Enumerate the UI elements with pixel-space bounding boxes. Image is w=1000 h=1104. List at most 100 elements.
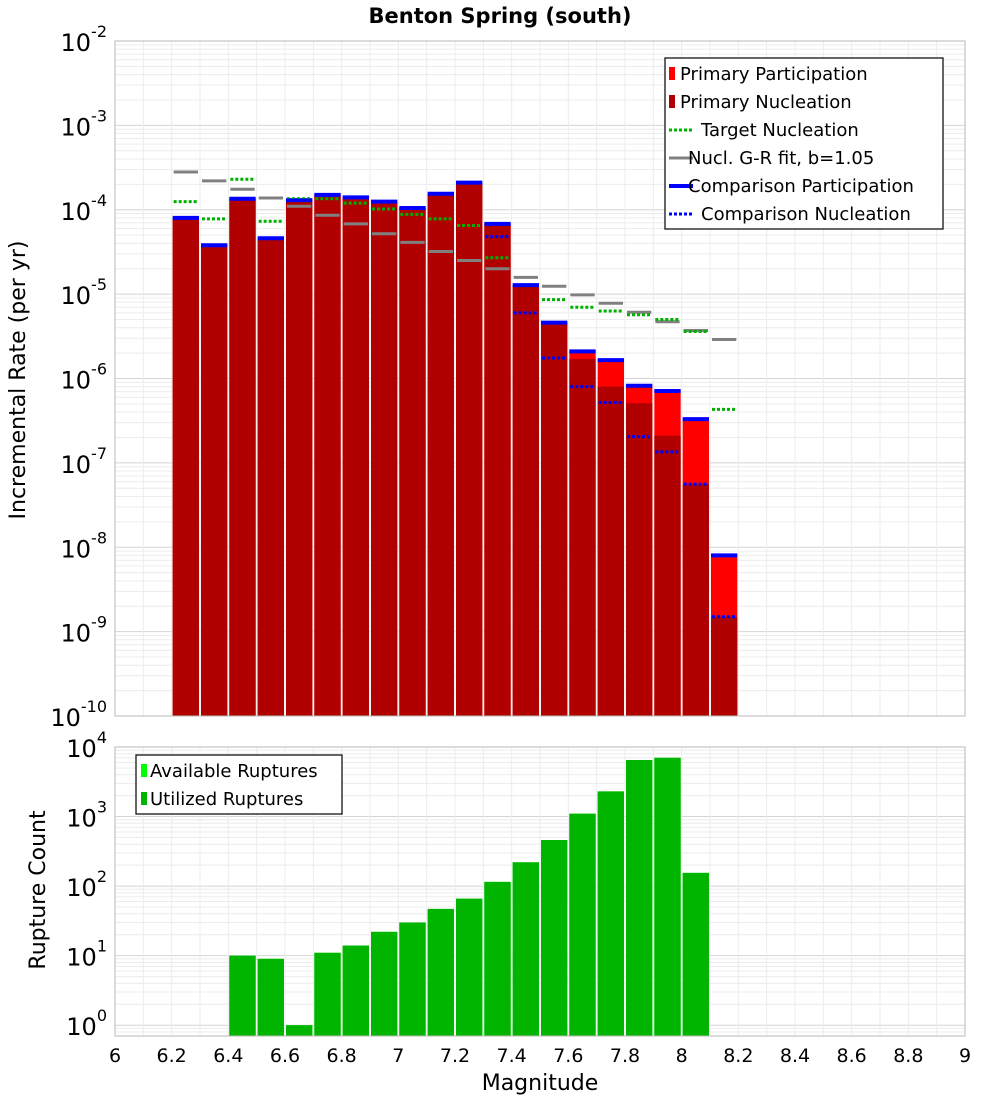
primary-nucleation-bar xyxy=(229,198,256,717)
top-y-tick-label: 10-10 xyxy=(50,697,107,732)
y-tick-base: 10 xyxy=(61,367,92,395)
utilized-ruptures-bar xyxy=(456,898,483,1036)
x-tick-label: 6.4 xyxy=(213,1045,243,1067)
utilized-ruptures-bar xyxy=(654,757,681,1036)
y-tick-exponent: -3 xyxy=(91,106,107,125)
y-tick-base: 10 xyxy=(66,805,97,833)
y-tick-exponent: -4 xyxy=(91,191,107,210)
x-tick-label: 8.6 xyxy=(837,1045,867,1067)
primary-nucleation-bar xyxy=(201,245,228,717)
y-tick-exponent: -6 xyxy=(91,360,107,379)
utilized-ruptures-bar xyxy=(541,840,568,1036)
bottom-legend-box xyxy=(135,754,343,815)
top-legend-box xyxy=(664,57,944,230)
utilized-ruptures-bar xyxy=(427,908,454,1036)
primary-nucleation-bar xyxy=(569,359,596,716)
primary-nucleation-bar xyxy=(427,193,454,716)
top-legend: Primary Participation Primary Nucleation T… xyxy=(664,57,944,230)
x-tick-label: 8.4 xyxy=(780,1045,810,1067)
bottom-y-tick-label: 100 xyxy=(66,1006,107,1041)
x-tick-label: 8.2 xyxy=(723,1045,753,1067)
top-y-tick-label: 10-3 xyxy=(61,106,108,141)
x-tick-label: 8.8 xyxy=(893,1045,923,1067)
primary-nucleation-bar xyxy=(399,207,426,716)
utilized-ruptures-bar xyxy=(626,760,653,1036)
y-tick-base: 10 xyxy=(61,113,92,141)
utilized-ruptures-bar xyxy=(512,862,539,1036)
bottom-y-tick-label: 103 xyxy=(66,798,107,833)
utilized-ruptures-bar xyxy=(314,952,341,1036)
x-tick-label: 7.4 xyxy=(497,1045,527,1067)
primary-nucleation-bar xyxy=(484,223,511,716)
top-plot-border xyxy=(114,40,966,717)
y-tick-exponent: 4 xyxy=(97,728,107,747)
y-tick-base: 10 xyxy=(66,735,97,763)
top-y-axis-label: Incremental Rate (per yr) xyxy=(6,241,31,520)
x-tick-label: 6.6 xyxy=(270,1045,300,1067)
primary-nucleation-bar xyxy=(371,201,398,716)
y-tick-exponent: -10 xyxy=(81,697,107,716)
top-y-tick-label: 10-6 xyxy=(61,360,108,395)
legend-label: Nucl. G-R fit, b=1.05 xyxy=(688,148,874,169)
utilized-ruptures-bar xyxy=(484,881,511,1036)
top-y-tick-label: 10-2 xyxy=(61,22,108,57)
y-tick-exponent: 1 xyxy=(97,937,107,956)
y-tick-base: 10 xyxy=(61,451,92,479)
legend-label: Utilized Ruptures xyxy=(150,789,303,810)
x-tick-label: 6 xyxy=(109,1045,121,1067)
x-tick-label: 7 xyxy=(392,1045,404,1067)
primary-nucleation-bar xyxy=(597,386,624,716)
y-tick-base: 10 xyxy=(66,874,97,902)
legend-swatch xyxy=(141,792,147,805)
y-tick-exponent: -2 xyxy=(91,22,107,41)
primary-nucleation-bar xyxy=(711,616,738,716)
legend-swatch xyxy=(669,95,675,108)
primary-nucleation-bar xyxy=(682,484,709,716)
top-y-tick-label: 10-9 xyxy=(61,613,108,648)
legend-label: Comparison Nucleation xyxy=(701,204,911,225)
x-tick-label: 6.2 xyxy=(157,1045,187,1067)
y-tick-base: 10 xyxy=(61,620,92,648)
y-tick-base: 10 xyxy=(50,704,81,732)
x-axis-label: Magnitude xyxy=(482,1071,599,1096)
legend-label: Primary Nucleation xyxy=(680,92,852,113)
x-tick-label: 7.6 xyxy=(553,1045,583,1067)
utilized-ruptures-bar xyxy=(399,922,426,1036)
y-tick-exponent: -7 xyxy=(91,444,107,463)
y-tick-exponent: 3 xyxy=(97,798,107,817)
y-tick-exponent: -8 xyxy=(91,528,107,547)
top-y-tick-label: 10-8 xyxy=(61,528,108,563)
y-tick-base: 10 xyxy=(66,1013,97,1041)
legend-swatch xyxy=(669,67,675,80)
legend-label: Available Ruptures xyxy=(150,761,318,782)
top-y-tick-label: 10-7 xyxy=(61,444,108,479)
utilized-ruptures-bar xyxy=(597,791,624,1036)
legend-label: Comparison Participation xyxy=(688,176,914,197)
top-y-tick-label: 10-5 xyxy=(61,275,108,310)
x-tick-label: 8 xyxy=(676,1045,688,1067)
y-tick-base: 10 xyxy=(61,198,92,226)
primary-nucleation-bar xyxy=(541,322,568,716)
primary-nucleation-bar xyxy=(626,403,653,716)
y-tick-exponent: -5 xyxy=(91,275,107,294)
y-tick-base: 10 xyxy=(61,282,92,310)
utilized-ruptures-bar xyxy=(371,931,398,1036)
bottom-plot-border xyxy=(114,746,966,1037)
utilized-ruptures-bar xyxy=(569,813,596,1036)
x-tick-label: 7.2 xyxy=(440,1045,470,1067)
utilized-ruptures-bar xyxy=(229,955,256,1036)
primary-nucleation-bar xyxy=(456,182,483,716)
primary-nucleation-bar xyxy=(314,194,341,716)
top-y-tick-label: 10-4 xyxy=(61,191,108,226)
primary-nucleation-bar xyxy=(654,435,681,716)
y-tick-base: 10 xyxy=(61,29,92,57)
primary-nucleation-bar xyxy=(172,217,199,716)
legend-swatch xyxy=(141,764,147,777)
x-tick-label: 7.8 xyxy=(610,1045,640,1067)
legend-label: Target Nucleation xyxy=(700,120,859,141)
y-tick-base: 10 xyxy=(61,535,92,563)
primary-nucleation-bar xyxy=(257,238,284,716)
chart-title: Benton Spring (south) xyxy=(369,4,632,28)
